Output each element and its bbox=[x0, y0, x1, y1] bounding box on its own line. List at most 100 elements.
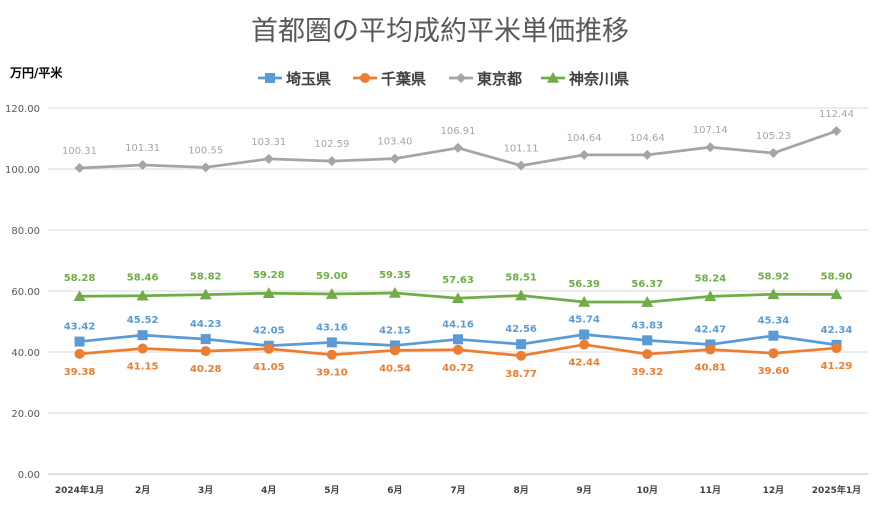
data-label: 45.74 bbox=[568, 314, 600, 325]
data-label: 104.64 bbox=[630, 133, 665, 144]
data-point bbox=[74, 336, 85, 347]
data-label: 38.77 bbox=[505, 369, 537, 380]
data-point bbox=[389, 153, 400, 164]
x-tick-label: 5月 bbox=[324, 485, 339, 496]
data-label: 58.28 bbox=[64, 273, 96, 284]
x-tick-label: 12月 bbox=[763, 485, 785, 496]
data-label: 43.83 bbox=[631, 320, 663, 331]
data-label: 39.60 bbox=[758, 366, 790, 377]
data-label: 112.44 bbox=[819, 109, 854, 120]
data-label: 39.10 bbox=[316, 368, 348, 379]
data-point bbox=[642, 149, 653, 160]
x-axis-ticks: 2024年1月 2月 3月 4月 5月 6月 7月 8月 9月 10月 11月 12月 2025年1月 bbox=[55, 484, 861, 496]
data-point bbox=[199, 288, 212, 300]
data-label: 104.64 bbox=[567, 133, 602, 144]
x-tick-label: 10月 bbox=[636, 485, 658, 496]
y-axis-unit-label: 万円/平米 bbox=[9, 65, 63, 80]
data-label: 107.14 bbox=[693, 125, 728, 136]
x-tick-label: 3月 bbox=[198, 485, 213, 496]
data-label: 58.90 bbox=[821, 271, 853, 282]
data-point bbox=[325, 288, 338, 299]
y-tick-label: 60.00 bbox=[11, 287, 40, 298]
data-point bbox=[705, 339, 716, 350]
series-diamond: 100.31 101.31 100.55 103.31 102.59 103.40 106.… bbox=[62, 109, 854, 174]
x-tick-label: 6月 bbox=[387, 485, 402, 496]
series-group: 43.42 45.52 44.23 42.05 43.16 42.15 44.16 42.56… bbox=[62, 109, 854, 380]
data-label: 41.05 bbox=[253, 362, 285, 373]
data-point bbox=[73, 290, 86, 302]
data-point bbox=[579, 149, 590, 160]
data-label: 41.29 bbox=[821, 361, 853, 372]
x-tick-label: 4月 bbox=[261, 485, 276, 496]
data-label: 45.34 bbox=[758, 316, 790, 327]
data-point bbox=[831, 343, 842, 354]
legend-label: 埼玉県 bbox=[286, 70, 331, 88]
series-triangle: 58.28 58.46 58.82 59.28 59.00 59.35 57.63 58.51… bbox=[64, 270, 853, 307]
series-square: 43.42 45.52 44.23 42.05 43.16 42.15 44.16 42.56… bbox=[64, 314, 852, 351]
x-tick-label: 7月 bbox=[450, 485, 465, 496]
data-label: 59.35 bbox=[379, 270, 411, 281]
data-label: 42.15 bbox=[379, 325, 411, 336]
data-label: 58.24 bbox=[694, 273, 726, 284]
data-label: 39.38 bbox=[64, 367, 96, 378]
data-point bbox=[705, 142, 716, 153]
data-label: 40.54 bbox=[379, 363, 411, 374]
data-label: 56.39 bbox=[568, 279, 600, 290]
data-point bbox=[262, 287, 275, 298]
y-tick-label: 20.00 bbox=[11, 409, 40, 420]
data-point bbox=[200, 162, 211, 173]
data-point bbox=[516, 339, 527, 350]
data-point bbox=[360, 73, 370, 83]
data-point bbox=[705, 344, 716, 355]
data-label: 40.81 bbox=[694, 363, 726, 374]
data-label: 100.55 bbox=[188, 145, 223, 156]
data-point bbox=[137, 160, 148, 171]
data-label: 105.23 bbox=[756, 131, 791, 142]
legend-label: 神奈川県 bbox=[569, 70, 629, 88]
data-label: 58.46 bbox=[127, 273, 159, 284]
data-label: 43.16 bbox=[316, 322, 348, 333]
data-label: 101.31 bbox=[125, 143, 160, 154]
data-point bbox=[326, 337, 337, 348]
legend-item: 千葉県 bbox=[353, 70, 426, 88]
data-point bbox=[456, 73, 466, 83]
series-circle: 39.38 41.15 40.28 41.05 39.10 40.54 40.72 38.77… bbox=[64, 339, 853, 380]
data-point bbox=[200, 346, 211, 357]
data-label: 58.82 bbox=[190, 272, 222, 283]
data-point bbox=[453, 334, 463, 345]
data-point bbox=[642, 349, 653, 360]
data-point bbox=[768, 348, 779, 359]
y-axis-ticks: 0.00 20.00 40.00 60.00 80.00 100.00 120.00 bbox=[5, 104, 40, 481]
data-point bbox=[767, 288, 780, 300]
data-label: 102.59 bbox=[314, 139, 349, 150]
data-point bbox=[452, 292, 464, 304]
data-point bbox=[136, 289, 149, 301]
y-tick-label: 120.00 bbox=[5, 104, 40, 115]
data-point bbox=[831, 126, 842, 137]
data-label: 40.28 bbox=[190, 364, 222, 375]
x-tick-label: 8月 bbox=[513, 485, 528, 496]
legend-item: 埼玉県 bbox=[258, 70, 331, 88]
data-label: 59.28 bbox=[253, 270, 285, 281]
y-tick-label: 0.00 bbox=[18, 470, 40, 481]
data-point bbox=[263, 153, 274, 164]
x-tick-label: 2024年1月 bbox=[55, 484, 104, 496]
x-tick-label: 2025年1月 bbox=[812, 484, 861, 496]
data-label: 45.52 bbox=[127, 315, 159, 326]
x-tick-label: 11月 bbox=[700, 485, 722, 496]
data-point bbox=[326, 156, 337, 167]
data-label: 42.44 bbox=[568, 358, 600, 369]
data-point bbox=[453, 142, 463, 153]
data-point bbox=[263, 343, 274, 354]
data-point bbox=[74, 348, 85, 359]
legend: 埼玉県 千葉県 東京都 神奈川県 bbox=[258, 70, 629, 88]
data-point bbox=[200, 334, 211, 345]
data-label: 59.00 bbox=[316, 271, 348, 282]
data-label: 41.15 bbox=[127, 361, 159, 372]
data-label: 103.40 bbox=[377, 137, 412, 148]
data-point bbox=[74, 163, 85, 174]
data-label: 44.23 bbox=[190, 319, 222, 330]
data-label: 56.37 bbox=[631, 279, 663, 290]
legend-item: 東京都 bbox=[449, 70, 522, 88]
